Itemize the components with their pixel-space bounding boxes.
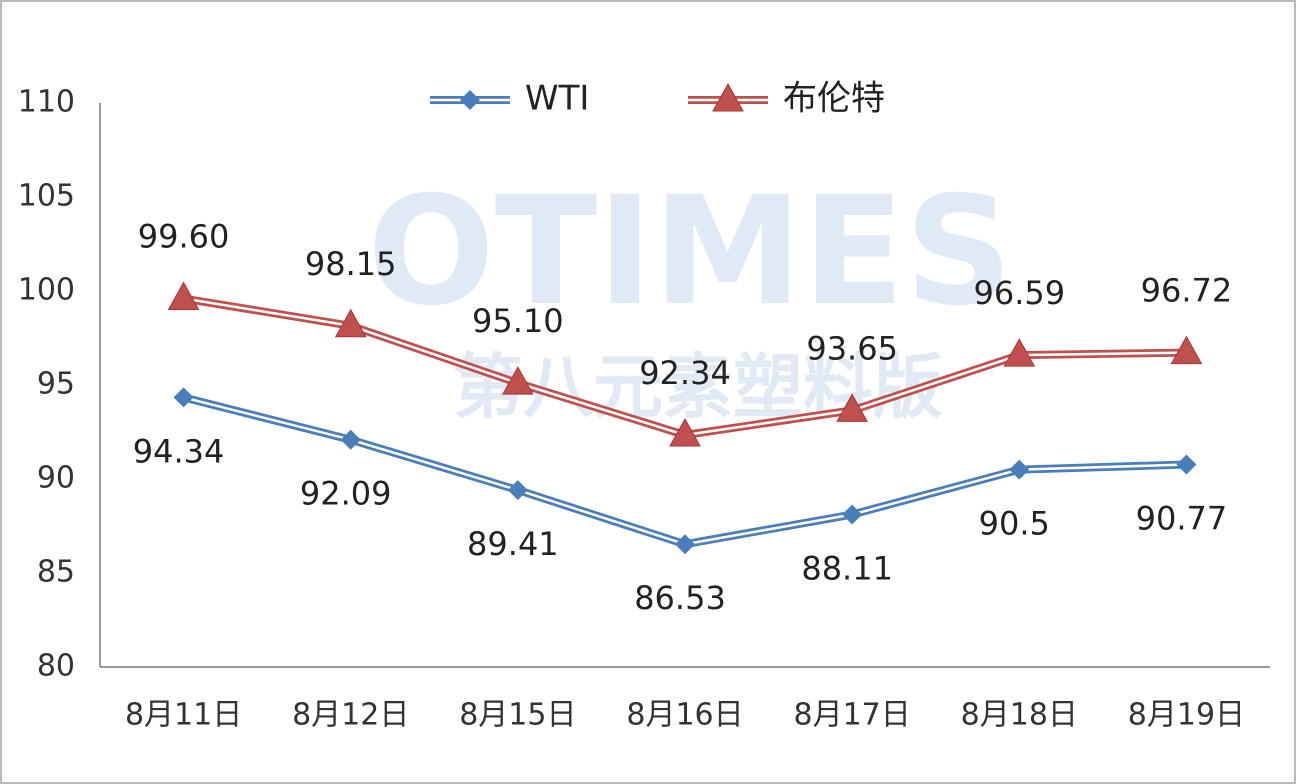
marker bbox=[712, 82, 744, 112]
marker bbox=[507, 480, 528, 501]
data-label: 99.60 bbox=[138, 218, 230, 256]
data-label: 88.11 bbox=[801, 550, 893, 588]
marker bbox=[842, 504, 863, 525]
data-label: 90.77 bbox=[1136, 500, 1228, 538]
legend-label: 布伦特 bbox=[783, 79, 885, 119]
y-tick-label: 105 bbox=[18, 179, 75, 214]
x-tick-label: 8月19日 bbox=[1128, 698, 1245, 733]
watermark: OTIMES bbox=[367, 165, 1012, 339]
y-tick-label: 110 bbox=[18, 85, 75, 120]
data-label: 95.10 bbox=[472, 302, 564, 340]
marker bbox=[669, 417, 701, 447]
y-tick-label: 100 bbox=[18, 273, 75, 308]
y-tick-label: 80 bbox=[37, 649, 75, 684]
marker bbox=[340, 429, 361, 450]
data-label: 98.15 bbox=[305, 245, 397, 283]
data-label: 94.34 bbox=[133, 432, 225, 470]
marker bbox=[1003, 338, 1036, 367]
x-tick-label: 8月12日 bbox=[292, 698, 409, 733]
data-label: 92.09 bbox=[300, 475, 392, 513]
marker bbox=[1170, 335, 1203, 365]
data-label: 90.5 bbox=[979, 505, 1050, 543]
legend-label: WTI bbox=[525, 79, 589, 119]
x-tick-label: 8月16日 bbox=[626, 698, 743, 733]
marker bbox=[836, 393, 868, 422]
x-tick-label: 8月11日 bbox=[125, 698, 242, 733]
marker bbox=[502, 366, 534, 395]
data-label: 93.65 bbox=[806, 329, 898, 367]
marker bbox=[1176, 454, 1197, 475]
x-tick-label: 8月15日 bbox=[459, 698, 576, 733]
marker bbox=[173, 387, 194, 408]
data-label: 92.34 bbox=[639, 354, 731, 392]
marker bbox=[167, 281, 200, 311]
data-label: 86.53 bbox=[634, 579, 726, 617]
y-tick-label: 85 bbox=[37, 555, 75, 590]
marker bbox=[460, 90, 480, 110]
marker bbox=[675, 534, 695, 555]
data-label: 89.41 bbox=[467, 525, 559, 563]
y-tick-label: 90 bbox=[37, 461, 75, 496]
marker bbox=[334, 308, 367, 338]
marker bbox=[1009, 459, 1030, 480]
data-label: 96.59 bbox=[973, 274, 1065, 312]
x-tick-label: 8月18日 bbox=[961, 698, 1078, 733]
data-label: 96.72 bbox=[1141, 272, 1233, 310]
y-tick-label: 95 bbox=[37, 367, 75, 402]
x-tick-label: 8月17日 bbox=[794, 698, 911, 733]
